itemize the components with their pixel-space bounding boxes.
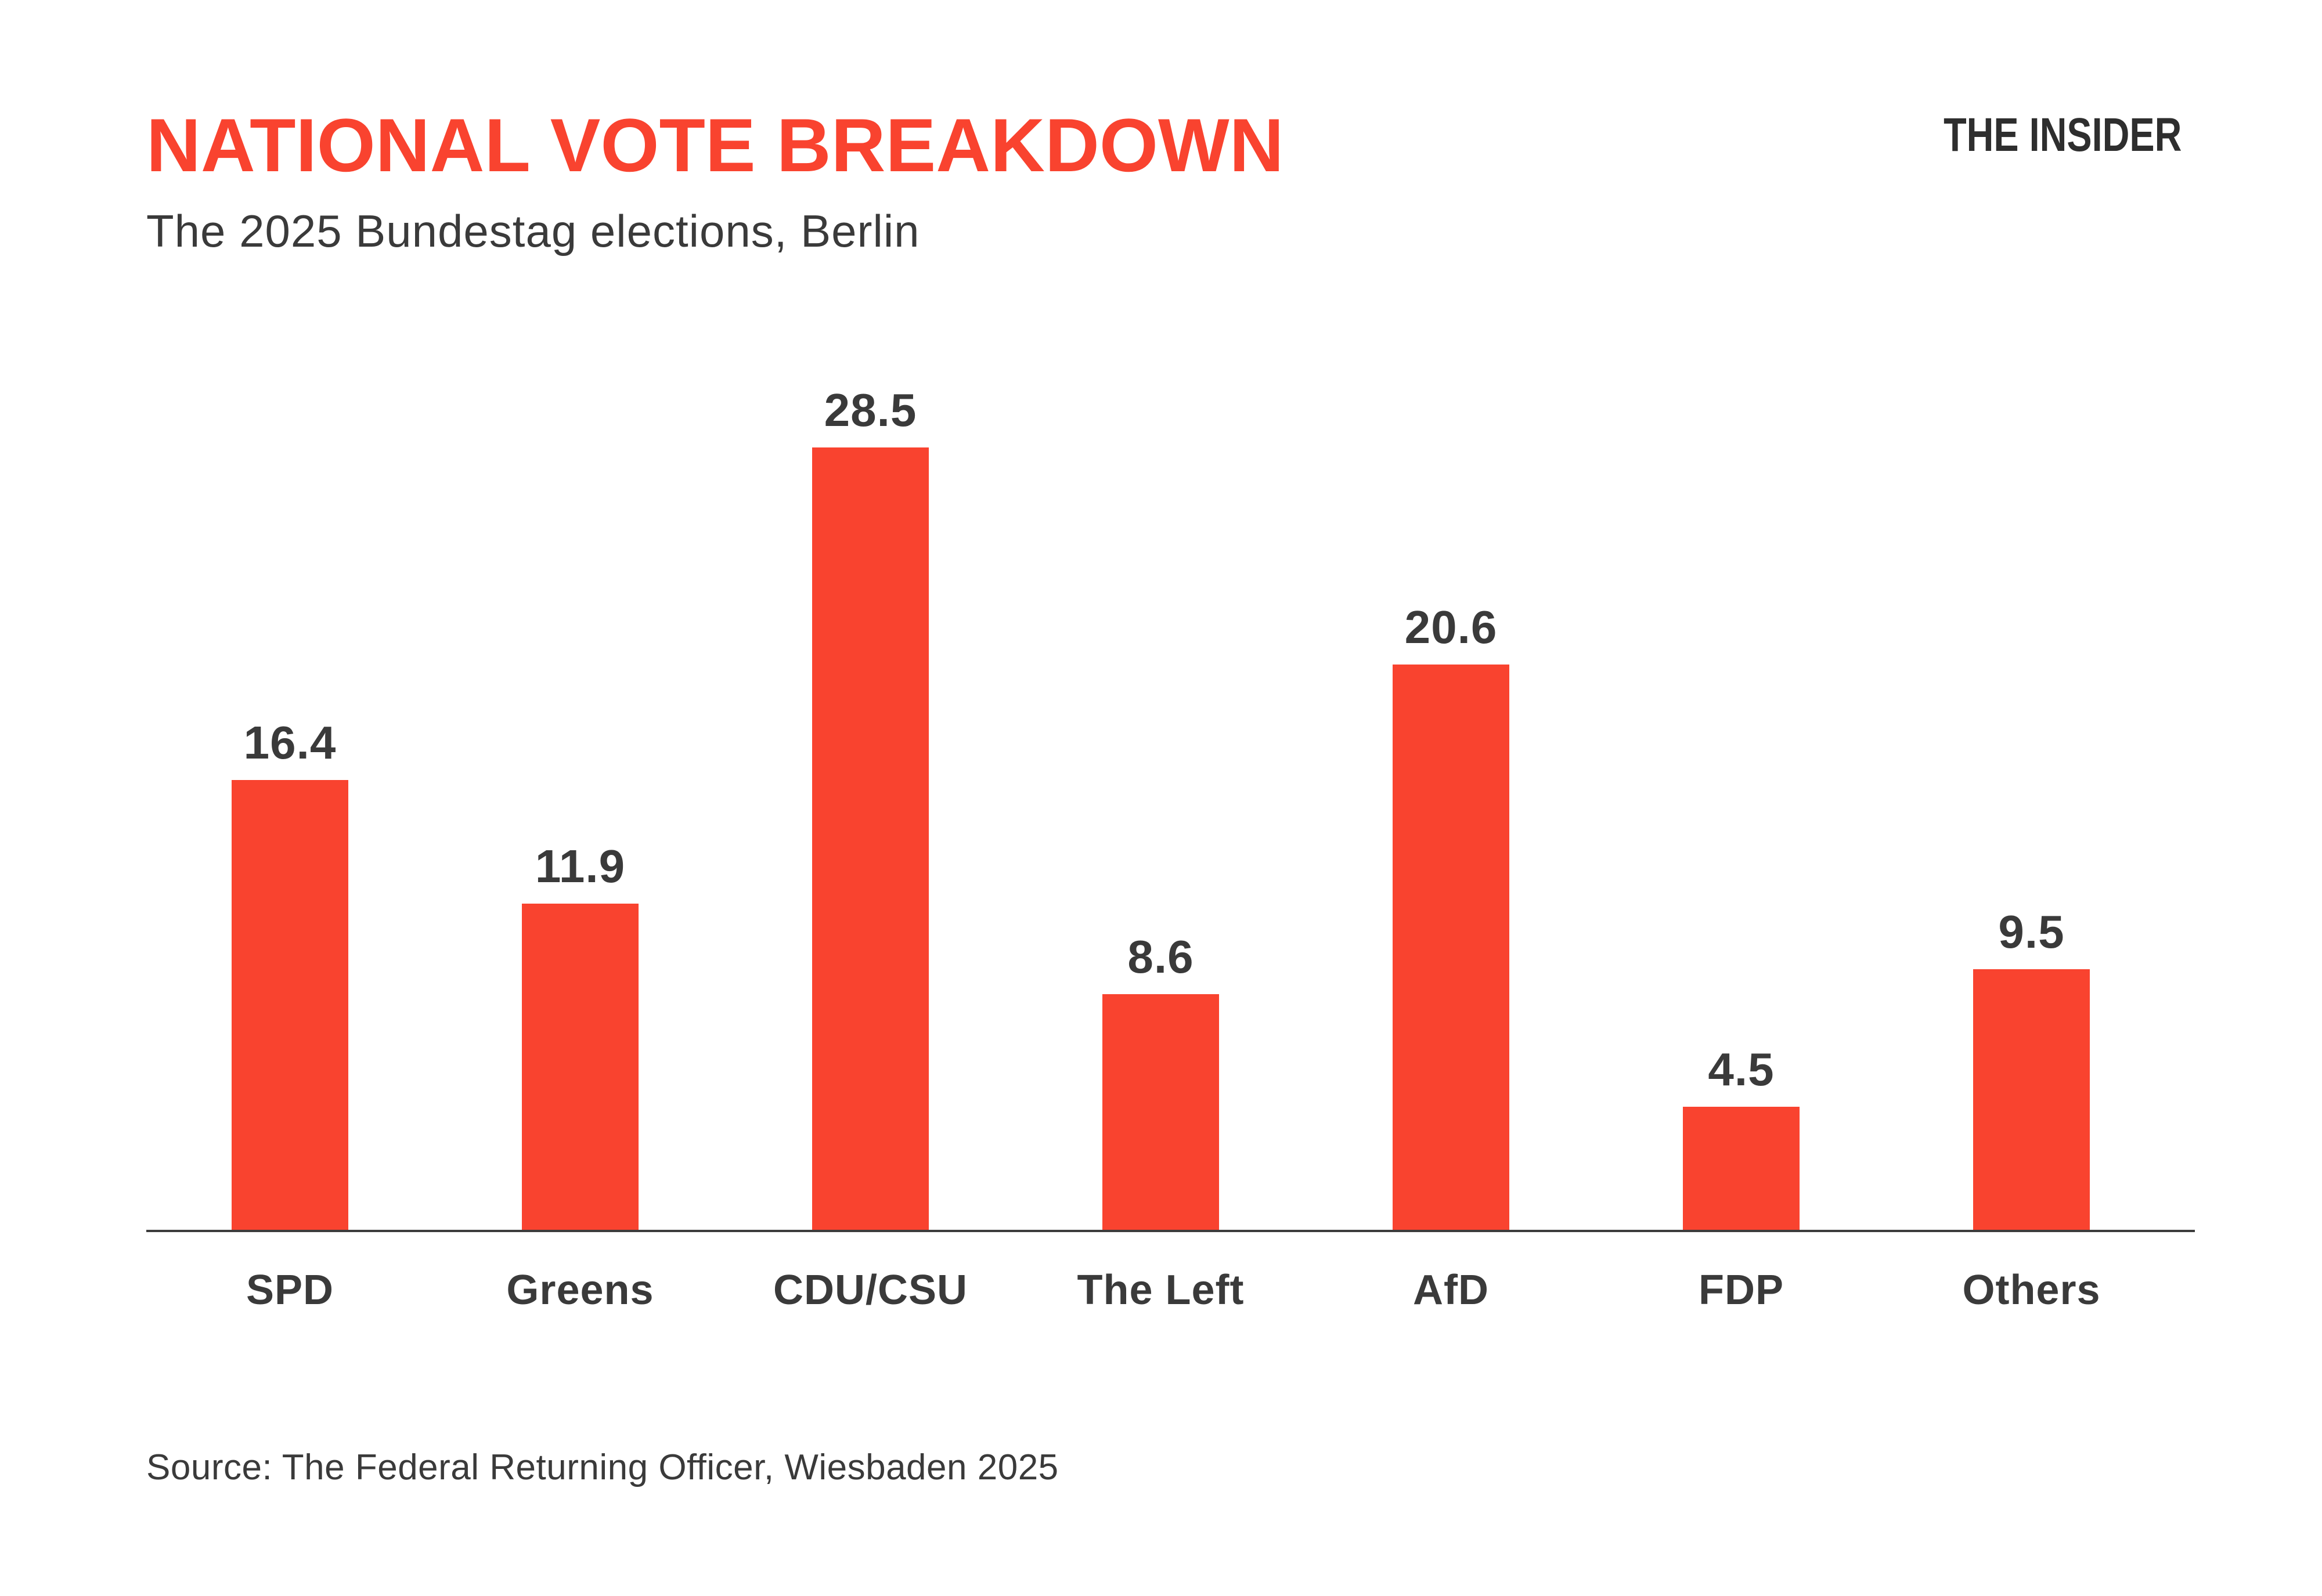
bar: 16.4 <box>232 719 348 1230</box>
bar-value-label: 8.6 <box>1127 930 1194 983</box>
chart-subtitle: The 2025 Bundestag elections, Berlin <box>146 205 920 257</box>
brand-logo: THE INSIDER <box>1943 109 2182 161</box>
bar-group: 11.9 Greens <box>506 447 653 1311</box>
x-axis-label: AfD <box>1413 1267 1489 1313</box>
bar-group: 9.5 Others <box>1962 447 2100 1311</box>
bar: 4.5 <box>1683 1046 1800 1230</box>
x-axis-label: Greens <box>506 1267 654 1313</box>
bar-group: 8.6 The Left <box>1077 447 1244 1311</box>
bar-group: 20.6 AfD <box>1393 447 1509 1311</box>
bar-value-label: 20.6 <box>1404 601 1498 653</box>
chart-title: NATIONAL VOTE BREAKDOWN <box>146 103 1284 187</box>
x-axis-label: CDU/CSU <box>773 1267 968 1313</box>
bar-group: 28.5 CDU/CSU <box>773 387 967 1312</box>
source-note: Source: The Federal Returning Officer, W… <box>146 1447 1059 1487</box>
bar-value-label: 4.5 <box>1708 1043 1775 1095</box>
bar-value-label: 28.5 <box>824 384 917 436</box>
x-axis-label: Others <box>1962 1267 2101 1313</box>
bar: 8.6 <box>1102 933 1219 1230</box>
bar-group: 4.5 FDP <box>1683 447 1800 1311</box>
x-axis-label: FDP <box>1699 1267 1784 1313</box>
bar: 28.5 <box>812 387 929 1230</box>
bar-value-label: 11.9 <box>535 840 626 892</box>
bar: 11.9 <box>522 843 639 1230</box>
chart-area: 16.4 SPD 11.9 Greens 28.5 CDU/CSU 8.6 Th… <box>146 387 2195 1312</box>
bar-value-label: 9.5 <box>1998 906 2065 958</box>
bar: 9.5 <box>1973 909 2090 1230</box>
bar-group: 16.4 SPD <box>232 447 348 1311</box>
bar-value-label: 16.4 <box>243 716 337 768</box>
bar: 20.6 <box>1393 604 1509 1230</box>
x-axis-label: SPD <box>246 1267 334 1313</box>
x-axis-line <box>146 1230 2195 1232</box>
chart-bars: 16.4 SPD 11.9 Greens 28.5 CDU/CSU 8.6 Th… <box>146 387 2195 1312</box>
x-axis-label: The Left <box>1077 1267 1245 1313</box>
